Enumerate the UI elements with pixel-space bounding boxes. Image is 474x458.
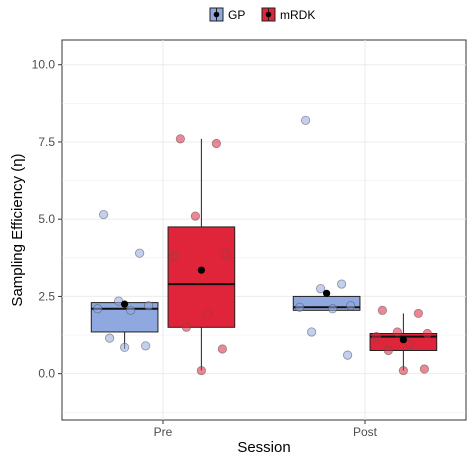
mean-marker [197, 266, 205, 274]
mean-marker [121, 300, 129, 308]
data-point [422, 328, 432, 339]
mean-marker [323, 289, 331, 297]
data-point [383, 345, 393, 356]
data-point [328, 304, 338, 314]
mean-markers [121, 266, 407, 344]
y-tick-label: 10.0 [32, 58, 56, 72]
y-tick-label: 2.5 [38, 289, 55, 303]
data-point [392, 327, 402, 337]
legend-label: GP [228, 8, 245, 22]
data-point [346, 301, 356, 311]
data-point [202, 308, 212, 319]
data-point [93, 304, 103, 314]
data-point [377, 305, 387, 315]
data-point [141, 341, 151, 351]
data-point [190, 211, 200, 221]
mean-marker [399, 336, 407, 344]
legend-key-mean [213, 11, 220, 18]
legend: GP mRDK [209, 7, 315, 22]
data-points [93, 115, 432, 376]
y-axis: 0.0 2.5 5.0 7.5 10.0 [32, 58, 62, 381]
gridlines [62, 40, 466, 420]
legend-key-mean [265, 11, 272, 18]
x-tick-label: Post [353, 425, 378, 439]
box-mrdk-pre [167, 226, 236, 328]
legend-label: mRDK [280, 8, 315, 22]
data-point [135, 248, 145, 258]
data-point [196, 365, 206, 376]
data-point [120, 342, 130, 352]
y-tick-label: 0.0 [38, 367, 55, 381]
data-point [398, 365, 408, 376]
x-axis-title: Session [237, 439, 290, 456]
data-point [404, 339, 414, 349]
x-axis: Pre Post [154, 420, 378, 439]
data-point [343, 350, 353, 360]
data-point [419, 364, 429, 374]
data-point [175, 134, 185, 144]
data-point [99, 209, 109, 220]
data-point [220, 250, 230, 260]
data-point [217, 344, 227, 354]
data-point [316, 284, 326, 294]
data-point [169, 251, 179, 261]
data-point [301, 115, 311, 125]
data-point [126, 305, 136, 315]
y-axis-title: Sampling Efficiency (η) [9, 153, 26, 306]
y-tick-label: 5.0 [38, 212, 55, 226]
plot-panel [61, 39, 467, 421]
data-point [211, 138, 221, 149]
data-point [144, 301, 154, 311]
x-tick-label: Pre [154, 425, 173, 439]
data-point [105, 333, 115, 343]
data-point [295, 302, 305, 312]
y-tick-label: 7.5 [38, 135, 55, 149]
data-point [337, 279, 347, 289]
data-point [413, 308, 423, 319]
data-point [307, 327, 317, 337]
data-point [181, 322, 191, 332]
data-point [371, 331, 381, 342]
